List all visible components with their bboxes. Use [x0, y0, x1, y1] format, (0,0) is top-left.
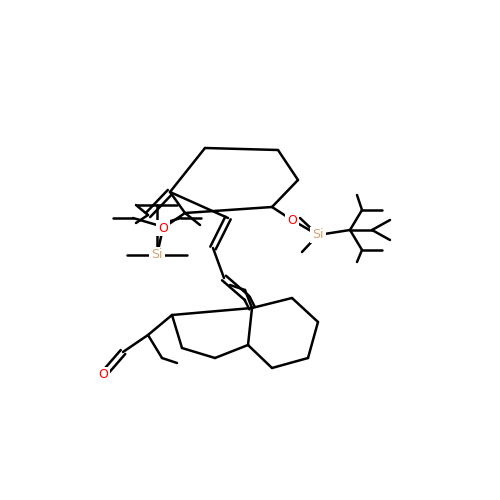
Text: Si: Si: [151, 248, 163, 262]
Text: O: O: [287, 214, 297, 226]
Text: Si: Si: [312, 228, 324, 241]
Text: O: O: [98, 368, 108, 382]
Text: O: O: [158, 222, 168, 234]
